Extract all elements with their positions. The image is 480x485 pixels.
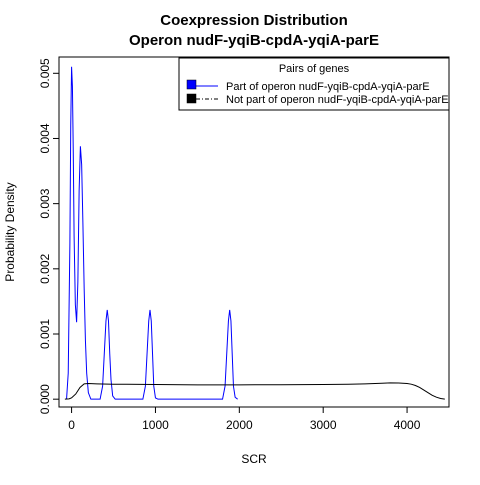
chart-title-line-2: Operon nudF-yqiB-cpdA-yqiA-parE	[129, 32, 379, 49]
legend-label-not-part-of-operon: Not part of operon nudF-yqiB-cpdA-yqiA-p…	[226, 94, 449, 106]
x-tick-label: 2000	[226, 418, 253, 432]
legend-label-part-of-operon: Part of operon nudF-yqiB-cpdA-yqiA-parE	[226, 81, 430, 93]
legend-box	[178, 57, 450, 111]
x-axis-label: SCR	[241, 452, 267, 466]
x-tick-label: 4000	[394, 418, 421, 432]
x-axis: 0 1000 2000 3000 4000	[68, 406, 421, 432]
legend: Pairs of genes Part of operon nudF-yqiB-…	[178, 57, 450, 111]
legend-entry-part-of-operon: Part of operon nudF-yqiB-cpdA-yqiA-parE	[186, 79, 430, 93]
y-tick-label: 0.003	[38, 188, 52, 218]
legend-entry-not-part-of-operon: Not part of operon nudF-yqiB-cpdA-yqiA-p…	[186, 93, 449, 106]
x-tick-label: 3000	[310, 418, 337, 432]
series-line-part-of-operon	[66, 66, 238, 400]
y-tick-label: 0.004	[38, 123, 52, 153]
chart-title-line-1: Coexpression Distribution	[160, 12, 348, 29]
series-line-not-part-of-operon	[64, 382, 445, 400]
y-axis: 0.000 0.001 0.002 0.003 0.004 0.005	[38, 58, 60, 414]
y-axis-label: Probability Density	[3, 182, 17, 281]
legend-swatch-not-part-of-operon	[186, 93, 197, 104]
legend-title: Pairs of genes	[279, 63, 350, 75]
legend-swatch-part-of-operon	[186, 79, 197, 90]
y-tick-label: 0.005	[38, 58, 52, 88]
y-tick-label: 0.000	[38, 384, 52, 414]
y-tick-label: 0.001	[38, 319, 52, 349]
x-tick-label: 0	[68, 418, 75, 432]
x-tick-label: 1000	[142, 418, 169, 432]
y-tick-label: 0.002	[38, 253, 52, 283]
